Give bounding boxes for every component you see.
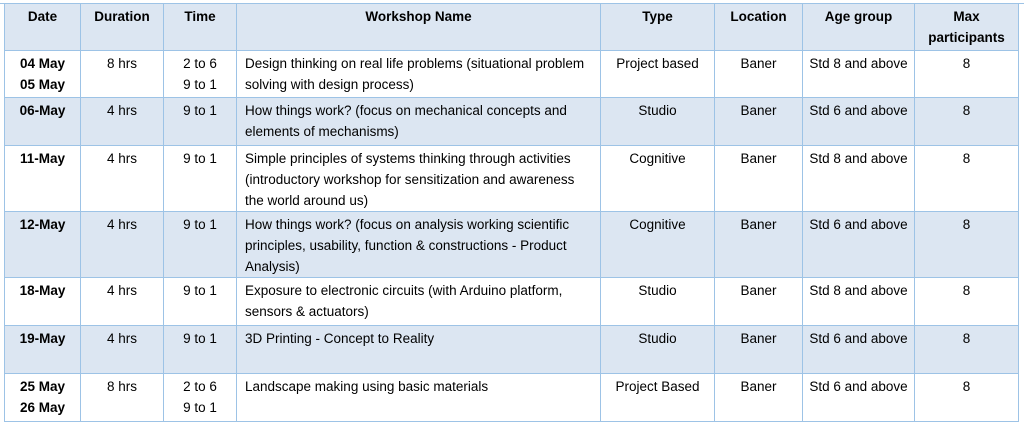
- cell-date: 06-May: [4, 97, 81, 146]
- header-time: Time: [163, 3, 237, 51]
- header-date: Date: [4, 3, 81, 51]
- cell-max: 8: [914, 50, 1019, 98]
- cell-duration: 8 hrs: [80, 373, 164, 422]
- cell-name: How things work? (focus on analysis work…: [236, 211, 601, 278]
- cell-date: 25 May 26 May: [4, 373, 81, 422]
- cell-type: Project based: [600, 50, 715, 98]
- cell-date: 12-May: [4, 211, 81, 278]
- cell-age: Std 8 and above: [802, 50, 915, 98]
- cell-date: 18-May: [4, 277, 81, 326]
- cell-name: Simple principles of systems thinking th…: [236, 145, 601, 212]
- cell-type: Project Based: [600, 373, 715, 422]
- cell-name: Landscape making using basic materials: [236, 373, 601, 422]
- cell-duration: 4 hrs: [80, 325, 164, 374]
- workshop-schedule-table: Date Duration Time Workshop Name Type Lo…: [4, 3, 1019, 422]
- cell-duration: 4 hrs: [80, 145, 164, 212]
- cell-duration: 4 hrs: [80, 97, 164, 146]
- cell-max: 8: [914, 373, 1019, 422]
- table-row: 18-May 4 hrs 9 to 1 Exposure to electronic …: [4, 277, 1019, 326]
- cell-type: Studio: [600, 325, 715, 374]
- cell-location: Baner: [714, 50, 803, 98]
- header-age-group: Age group: [802, 3, 915, 51]
- cell-duration: 4 hrs: [80, 211, 164, 278]
- cell-max: 8: [914, 145, 1019, 212]
- cell-age: Std 6 and above: [802, 373, 915, 422]
- cell-max: 8: [914, 325, 1019, 374]
- cell-location: Baner: [714, 325, 803, 374]
- cell-name: How things work? (focus on mechanical co…: [236, 97, 601, 146]
- cell-location: Baner: [714, 145, 803, 212]
- table-row: 06-May 4 hrs 9 to 1 How things work? (focus…: [4, 97, 1019, 146]
- header-duration: Duration: [80, 3, 164, 51]
- cell-type: Studio: [600, 97, 715, 146]
- table-row: 19-May 4 hrs 9 to 1 3D Printing - Concept t…: [4, 325, 1019, 374]
- cell-type: Cognitive: [600, 145, 715, 212]
- cell-name: 3D Printing - Concept to Reality: [236, 325, 601, 374]
- cell-date: 11-May: [4, 145, 81, 212]
- cell-time: 9 to 1: [163, 97, 237, 146]
- cell-location: Baner: [714, 211, 803, 278]
- cell-type: Studio: [600, 277, 715, 326]
- table-row: 04 May 05 May 8 hrs 2 to 6 9 to 1 Design th…: [4, 50, 1019, 98]
- cell-age: Std 6 and above: [802, 325, 915, 374]
- table-row: 25 May 26 May 8 hrs 2 to 6 9 to 1 Landscape…: [4, 373, 1019, 422]
- cell-duration: 8 hrs: [80, 50, 164, 98]
- cell-max: 8: [914, 97, 1019, 146]
- cell-duration: 4 hrs: [80, 277, 164, 326]
- cell-location: Baner: [714, 373, 803, 422]
- cell-age: Std 8 and above: [802, 277, 915, 326]
- cell-age: Std 8 and above: [802, 145, 915, 212]
- table-row: 12-May 4 hrs 9 to 1 How things work? (focus…: [4, 211, 1019, 278]
- header-workshop-name: Workshop Name: [236, 3, 601, 51]
- table-row: 11-May 4 hrs 9 to 1 Simple principles of sy…: [4, 145, 1019, 212]
- cell-time: 2 to 6 9 to 1: [163, 50, 237, 98]
- cell-time: 9 to 1: [163, 211, 237, 278]
- header-type: Type: [600, 3, 715, 51]
- cell-name: Design thinking on real life problems (s…: [236, 50, 601, 98]
- cell-age: Std 6 and above: [802, 97, 915, 146]
- cell-max: 8: [914, 277, 1019, 326]
- cell-max: 8: [914, 211, 1019, 278]
- header-row: Date Duration Time Workshop Name Type Lo…: [4, 3, 1019, 51]
- cell-age: Std 6 and above: [802, 211, 915, 278]
- cell-time: 9 to 1: [163, 145, 237, 212]
- cell-type: Cognitive: [600, 211, 715, 278]
- cell-date: 04 May 05 May: [4, 50, 81, 98]
- cell-location: Baner: [714, 97, 803, 146]
- cell-name: Exposure to electronic circuits (with Ar…: [236, 277, 601, 326]
- cell-time: 9 to 1: [163, 325, 237, 374]
- cell-time: 9 to 1: [163, 277, 237, 326]
- cell-location: Baner: [714, 277, 803, 326]
- cell-time: 2 to 6 9 to 1: [163, 373, 237, 422]
- header-max-participants: Max participants: [914, 3, 1019, 51]
- cell-date: 19-May: [4, 325, 81, 374]
- header-location: Location: [714, 3, 803, 51]
